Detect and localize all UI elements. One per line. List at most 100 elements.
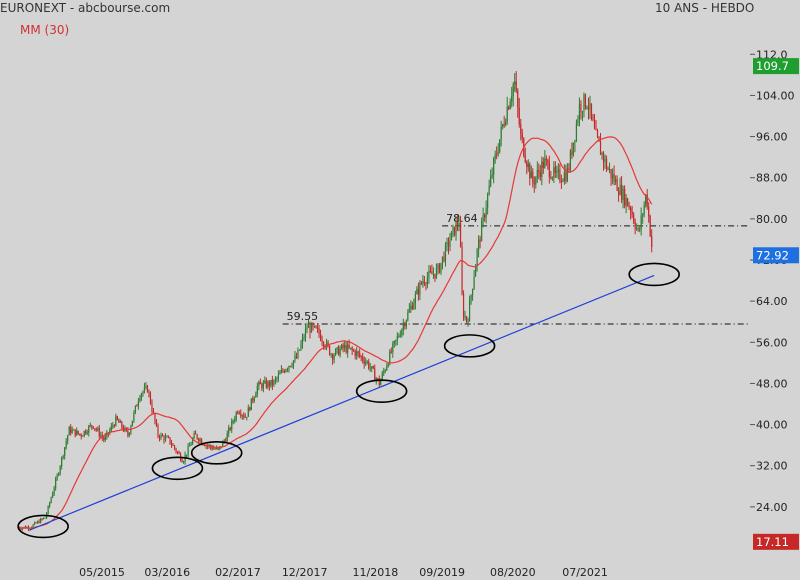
candle-body — [544, 158, 546, 168]
y-tick-label: 24.00 — [756, 501, 788, 514]
candle-body — [584, 94, 587, 108]
candle-body — [163, 436, 165, 441]
candle-body — [580, 103, 582, 112]
candle-body — [322, 342, 325, 347]
candle-body — [91, 425, 93, 427]
x-tick-label: 09/2019 — [419, 566, 465, 579]
candle-body — [39, 518, 42, 523]
candle-body — [29, 528, 31, 530]
candle-body — [350, 347, 352, 349]
candle-body — [176, 451, 179, 453]
candle-body — [255, 393, 257, 398]
x-tick-label: 02/2017 — [215, 566, 261, 579]
candle-body — [173, 445, 176, 449]
x-tick-label: 05/2015 — [79, 566, 125, 579]
candle-body — [438, 264, 441, 273]
candle-body — [365, 362, 367, 364]
candle-body — [458, 223, 460, 226]
candle-body — [70, 426, 72, 433]
candle-body — [65, 441, 67, 448]
y-tick-label: 64.00 — [756, 295, 788, 308]
candle-body — [387, 364, 389, 367]
candle-body — [315, 325, 317, 328]
candle-body — [44, 517, 46, 519]
candle-body — [137, 401, 140, 406]
candle-body — [139, 397, 141, 402]
candle-body — [574, 140, 576, 143]
candle-body — [223, 440, 225, 442]
candle-body — [298, 349, 301, 351]
candle-body — [381, 373, 383, 380]
candle-body — [399, 335, 401, 337]
candle-body — [295, 356, 298, 359]
candle-body — [258, 381, 260, 387]
candle-body — [508, 106, 510, 109]
candle-body — [118, 419, 120, 423]
chart-source-label: EURONEXT - abcbourse.com — [0, 1, 171, 15]
candle-body — [625, 198, 627, 206]
candle-body — [586, 107, 588, 109]
x-tick-label: 08/2020 — [490, 566, 536, 579]
y-tick-label: 88.00 — [756, 172, 788, 185]
candle-body — [297, 350, 299, 359]
candle-body — [285, 369, 287, 373]
candle-body — [77, 430, 79, 434]
candle-body — [511, 96, 513, 102]
candle-body — [131, 420, 133, 427]
candle-body — [262, 382, 264, 389]
candle-body — [608, 169, 611, 171]
candle-body — [154, 413, 156, 422]
candle-body — [560, 180, 562, 182]
candle-body — [226, 433, 228, 442]
candle-body — [620, 184, 623, 201]
candle-body — [473, 276, 475, 289]
candle-body — [307, 325, 310, 329]
candle-body — [536, 169, 538, 178]
candle-body — [116, 416, 118, 420]
candle-body — [145, 385, 147, 388]
candle-body — [428, 270, 430, 278]
price-badge-label: 72.92 — [756, 248, 789, 262]
candle-body — [195, 433, 197, 435]
candle-body — [286, 368, 289, 370]
y-tick-label: 104.00 — [756, 89, 795, 102]
reference-level-label: 59.55 — [287, 310, 319, 323]
candle-body — [261, 384, 263, 389]
moving-average-line — [17, 136, 653, 529]
chart-period-label: 10 ANS - HEBDO — [655, 1, 755, 15]
candle-body — [181, 460, 183, 463]
candle-body — [452, 226, 454, 232]
y-tick-label: 96.00 — [756, 131, 788, 144]
candle-body — [301, 337, 304, 344]
candle-body — [643, 204, 645, 215]
candle-body — [468, 300, 471, 322]
candle-body — [554, 167, 556, 173]
candle-body — [359, 352, 361, 356]
candle-body — [316, 327, 319, 329]
candle-body — [416, 288, 418, 295]
candle-body — [636, 228, 638, 230]
candle-body — [267, 381, 269, 388]
candle-body — [273, 380, 275, 386]
candle-body — [158, 436, 161, 439]
candle-body — [348, 344, 350, 348]
candle-body — [279, 373, 281, 375]
candle-body — [446, 241, 448, 245]
candle-body — [479, 239, 481, 242]
candle-body — [237, 412, 239, 414]
candle-body — [250, 398, 252, 411]
candle-body — [360, 355, 362, 357]
candle-body — [491, 174, 493, 177]
candle-body — [581, 111, 584, 113]
candle-body — [59, 466, 61, 474]
candle-body — [80, 434, 82, 437]
candle-body — [485, 207, 487, 218]
candle-body — [321, 340, 323, 343]
candle-body — [530, 171, 532, 179]
candle-body — [306, 328, 308, 330]
candle-body — [619, 184, 621, 195]
candle-body — [216, 447, 218, 449]
candle-body — [64, 447, 66, 456]
candle-body — [94, 428, 96, 430]
candle-body — [592, 115, 594, 121]
